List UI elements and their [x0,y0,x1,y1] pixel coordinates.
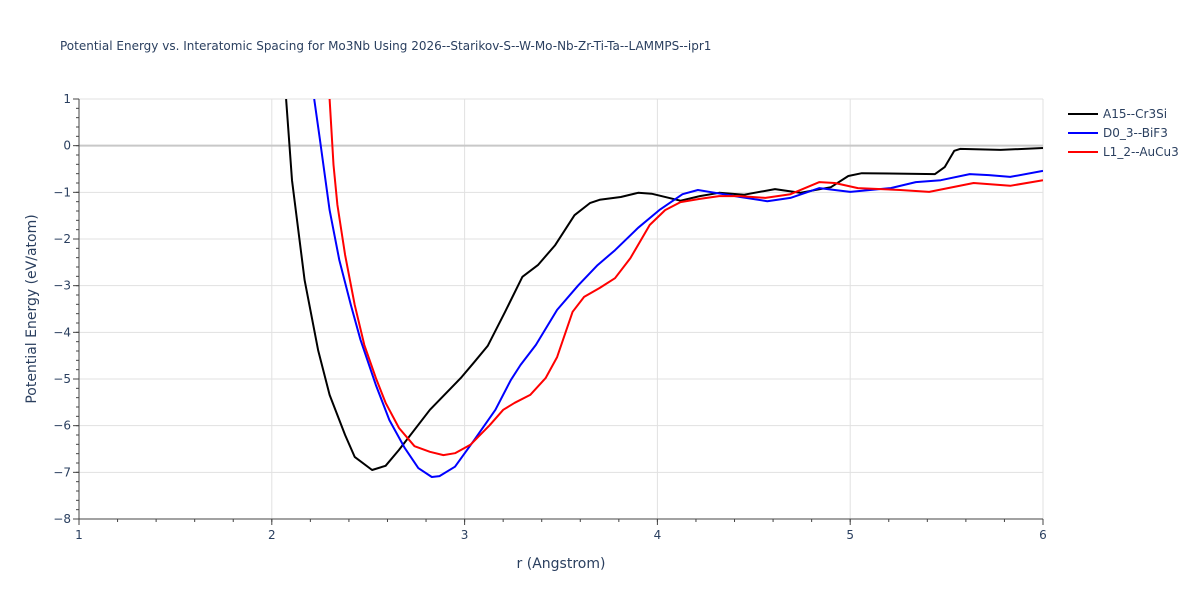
series-line-D0_3--BiF3 [313,99,1043,478]
chart-title: Potential Energy vs. Interatomic Spacing… [60,39,711,53]
y-tick-label: −8 [53,512,71,526]
series-line-L1_2--AuCu3 [328,99,1043,457]
y-tick-label: −6 [53,419,71,433]
x-tick-label: 3 [461,528,469,542]
y-tick-label: −2 [53,232,71,246]
x-tick-label: 2 [268,528,276,542]
y-tick-label: 0 [63,139,71,153]
y-axis-title: Potential Energy (eV/atom) [24,214,40,403]
axis-ticks: 1 2 3 4 5 6 1 0 −1 −2 −3 −4 −5 −6 −7 −8 [53,92,1047,542]
x-tick-label: 6 [1039,528,1047,542]
series-line-A15--Cr3Si [285,99,1043,471]
x-axis-title: r (Angstrom) [517,556,606,572]
legend-label: L1_2--AuCu3 [1103,145,1179,159]
x-tick-label: 4 [654,528,662,542]
series-lines [285,99,1043,478]
legend-label: D0_3--BiF3 [1103,126,1168,140]
x-tick-label: 5 [846,528,854,542]
y-tick-label: −4 [53,325,71,339]
grid [79,98,1044,519]
legend[interactable]: A15--Cr3Si D0_3--BiF3 L1_2--AuCu3 [1068,107,1179,159]
y-tick-label: −7 [53,465,71,479]
y-tick-label: 1 [63,92,71,106]
x-tick-label: 1 [75,528,83,542]
y-tick-label: −5 [53,372,71,386]
y-tick-label: −1 [53,185,71,199]
legend-label: A15--Cr3Si [1103,107,1167,121]
y-tick-label: −3 [53,279,71,293]
